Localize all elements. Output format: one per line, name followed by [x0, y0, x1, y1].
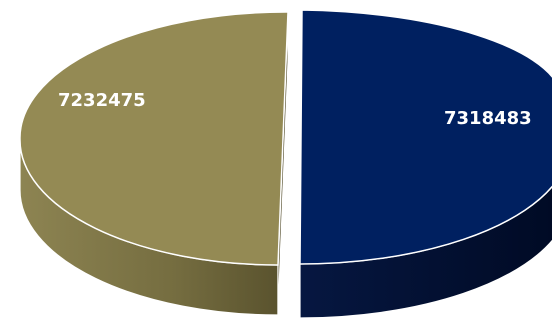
slice-group-left [19, 11, 289, 316]
data-label-7318483: 7318483 [444, 108, 532, 129]
data-label-7232475: 7232475 [58, 90, 146, 111]
pie-slice-7232475 [19, 11, 289, 266]
slice-group-right [299, 9, 552, 319]
